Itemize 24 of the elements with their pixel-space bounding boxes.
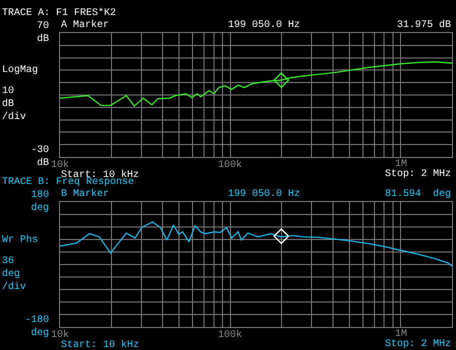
x-tick-label: 100k — [218, 329, 242, 341]
text: Stop: 2 MHz — [385, 169, 452, 180]
text: Wr Phs — [2, 234, 38, 246]
chart-title: TRACE A: F1 FRES*K2 — [2, 7, 116, 19]
y-tick-label: 70 dB — [37, 21, 50, 45]
x-tick-label: 10k — [51, 329, 70, 341]
text: 199 050.0 Hz — [228, 189, 300, 200]
text: 81.594 deg — [385, 188, 452, 200]
text: Stop: 2 MHz — [385, 339, 452, 350]
y-tick-label: -180 deg — [25, 315, 50, 339]
y-tick-label: -30 dB — [31, 145, 50, 169]
text: 10 dB /div — [2, 86, 26, 123]
x-tick-label: 100k — [218, 159, 242, 171]
text: A Marker — [61, 19, 110, 31]
text: 36 deg /div — [2, 256, 26, 293]
text: 31.975 dB — [397, 19, 452, 31]
text: B Marker — [61, 188, 110, 200]
x-tick-label: 1M — [395, 159, 408, 170]
y-tick-label: 180 deg — [31, 190, 50, 214]
x-tick-label: 10k — [51, 159, 70, 171]
text: LogMag — [2, 65, 38, 76]
text: Start: 10 kHz — [61, 339, 140, 350]
text: 199 050.0 Hz — [228, 20, 300, 31]
x-tick-label: 1M — [395, 329, 408, 340]
